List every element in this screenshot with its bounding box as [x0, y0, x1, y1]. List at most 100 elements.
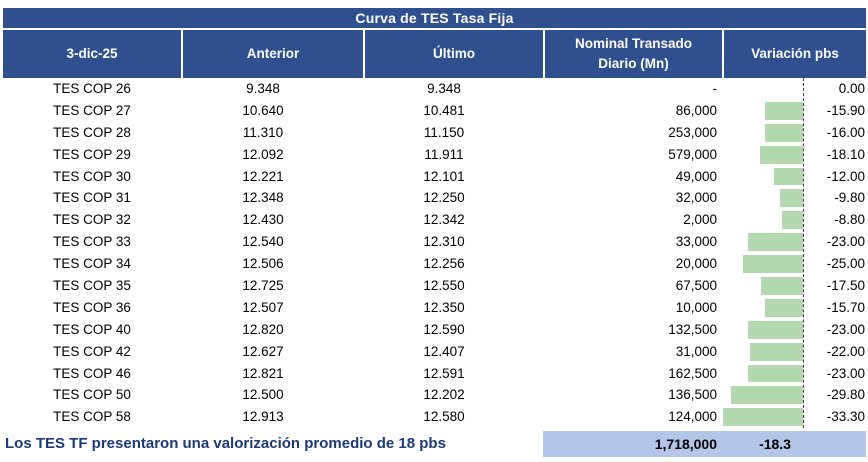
variacion-data-bar [723, 408, 803, 427]
table-row: TES COP 36 12.507 12.350 10,000 -15.70 [3, 297, 866, 319]
anterior-cell: 12.820 [242, 321, 284, 337]
column-header-date: 3-dic-25 [3, 30, 181, 78]
variacion-data-bar [764, 123, 803, 142]
nominal-cell: 20,000 [675, 256, 717, 272]
table-row: TES COP 58 12.913 12.580 124,000 -33.30 [3, 406, 866, 428]
variacion-data-bar [781, 211, 803, 230]
variacion-data-bar [747, 320, 803, 339]
variacion-value: 0.00 [838, 81, 865, 96]
table-row: TES COP 40 12.820 12.590 132,500 -23.00 [3, 319, 866, 341]
variacion-cell: -29.80 [722, 384, 866, 406]
tenor-cell: TES COP 27 [53, 102, 131, 118]
nominal-cell: - [712, 81, 718, 96]
tenor-cell: TES COP 26 [53, 81, 131, 96]
tenor-cell: TES COP 42 [53, 343, 131, 359]
table-footer-row: Los TES TF presentaron una valorización … [3, 431, 866, 458]
variacion-data-bar [765, 298, 803, 317]
ultimo-cell: 12.591 [423, 365, 465, 381]
anterior-cell: 10.640 [242, 102, 284, 118]
variacion-data-bar [761, 277, 803, 295]
table-row: TES COP 31 12.348 12.250 32,000 -9.80 [3, 187, 866, 209]
variacion-value: -8.80 [834, 212, 865, 228]
nominal-cell: 136,500 [668, 387, 717, 403]
ultimo-cell: 12.590 [423, 321, 465, 337]
tenor-cell: TES COP 28 [53, 124, 131, 140]
table-row: TES COP 34 12.506 12.256 20,000 -25.00 [3, 253, 866, 275]
variacion-cell: -22.00 [722, 341, 866, 363]
variacion-data-bar [759, 145, 803, 164]
ultimo-cell: 12.250 [423, 190, 465, 206]
variacion-data-bar [779, 189, 803, 208]
variacion-cell: -25.00 [722, 253, 866, 275]
table-title: Curva de TES Tasa Fija [3, 8, 866, 28]
ultimo-cell: 12.580 [423, 409, 465, 425]
nominal-cell: 31,000 [675, 343, 717, 359]
anterior-cell: 12.348 [242, 190, 284, 206]
tenor-cell: TES COP 30 [53, 168, 131, 184]
variacion-cell: -15.90 [722, 100, 866, 122]
column-header-ultimo: Último [363, 30, 543, 78]
column-header-date-label: 3-dic-25 [66, 46, 118, 62]
footer-variacion-average: -18.3 [722, 431, 866, 458]
variacion-data-bar [774, 167, 803, 186]
anterior-cell: 12.913 [242, 409, 284, 425]
nominal-cell: 67,500 [675, 278, 717, 294]
column-header-nominal-label: Nominal Transado Diario (Mn) [574, 36, 693, 71]
variacion-data-bar [764, 101, 803, 120]
nominal-cell: 162,500 [668, 365, 717, 381]
variacion-cell: -9.80 [722, 187, 866, 209]
nominal-cell: 2,000 [683, 212, 717, 228]
tenor-cell: TES COP 58 [53, 409, 131, 425]
anterior-cell: 12.507 [242, 299, 284, 315]
variacion-data-bar [747, 364, 803, 383]
column-header-nominal: Nominal Transado Diario (Mn) [543, 30, 722, 78]
ultimo-cell: 12.310 [423, 234, 465, 250]
variacion-data-bar [731, 386, 803, 405]
variacion-value: -33.30 [826, 409, 865, 425]
variacion-data-bar [747, 233, 803, 252]
ultimo-cell: 12.350 [423, 299, 465, 315]
anterior-cell: 12.506 [242, 256, 284, 272]
variacion-value: -23.00 [826, 365, 865, 381]
ultimo-cell: 11.150 [423, 124, 465, 140]
variacion-value: -18.10 [826, 146, 865, 162]
ultimo-cell: 11.911 [424, 146, 464, 162]
variacion-value: -22.00 [826, 343, 865, 359]
column-header-ultimo-label: Último [433, 46, 475, 62]
tenor-cell: TES COP 32 [53, 212, 131, 228]
nominal-cell: 33,000 [675, 234, 717, 250]
anterior-cell: 12.092 [242, 146, 284, 162]
anterior-cell: 9.348 [246, 81, 280, 96]
tenor-cell: TES COP 46 [53, 365, 131, 381]
variacion-cell: -17.50 [722, 275, 866, 297]
nominal-cell: 253,000 [668, 124, 717, 140]
variacion-cell: 0.00 [722, 78, 866, 100]
variacion-value: -17.50 [826, 278, 865, 294]
variacion-value: -15.90 [826, 102, 865, 118]
anterior-cell: 12.627 [242, 343, 284, 359]
ultimo-cell: 12.342 [423, 212, 465, 228]
variacion-value: -29.80 [826, 387, 865, 403]
nominal-cell: 49,000 [675, 168, 717, 184]
variacion-cell: -12.00 [722, 166, 866, 188]
variacion-cell: -15.70 [722, 297, 866, 319]
variacion-data-bar [750, 342, 803, 361]
table-row: TES COP 46 12.821 12.591 162,500 -23.00 [3, 363, 866, 385]
tenor-cell: TES COP 31 [53, 190, 131, 206]
variacion-cell: -23.00 [722, 363, 866, 385]
variacion-cell: -33.30 [722, 406, 866, 428]
anterior-cell: 12.221 [242, 168, 284, 184]
tenor-cell: TES COP 29 [53, 146, 131, 162]
variacion-value: -15.70 [826, 299, 865, 315]
ultimo-cell: 12.202 [423, 387, 465, 403]
variacion-value: -9.80 [834, 190, 865, 206]
ultimo-cell: 12.256 [423, 256, 465, 272]
tenor-cell: TES COP 50 [53, 387, 131, 403]
variacion-cell: -18.10 [722, 144, 866, 166]
column-header-variacion: Variación pbs [722, 30, 866, 78]
table-row: TES COP 32 12.430 12.342 2,000 -8.80 [3, 209, 866, 231]
tenor-cell: TES COP 36 [53, 299, 131, 315]
tenor-cell: TES COP 35 [53, 278, 131, 294]
anterior-cell: 12.540 [242, 234, 284, 250]
zero-axis-dashed-line [803, 78, 804, 429]
